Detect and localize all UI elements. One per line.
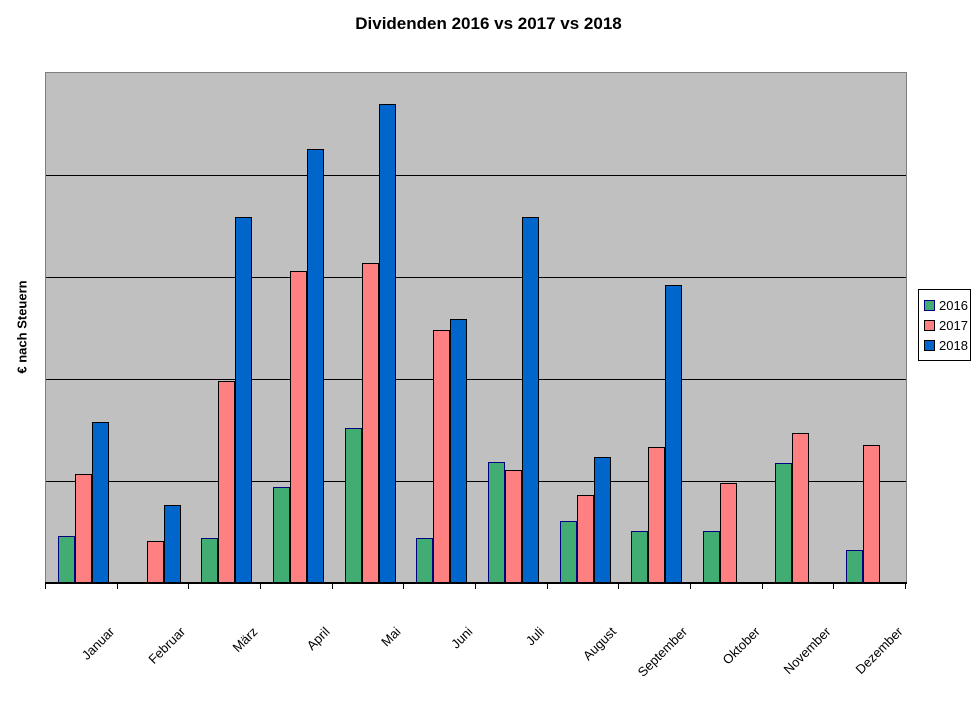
bar-2016-dezember xyxy=(846,550,863,583)
bar-2018-mai xyxy=(379,104,396,583)
x-axis-tick xyxy=(618,583,619,589)
bar-2017-november xyxy=(792,433,809,583)
x-axis-tick xyxy=(833,583,834,589)
bar-2017-märz xyxy=(218,381,235,583)
gridline xyxy=(46,481,906,482)
legend-item-2017: 2017 xyxy=(924,315,968,335)
x-axis-tick xyxy=(260,583,261,589)
bar-2017-oktober xyxy=(720,483,737,583)
x-axis-tick xyxy=(332,583,333,589)
legend: 2016 2017 2018 xyxy=(918,289,971,361)
x-axis-tick xyxy=(690,583,691,589)
legend-item-2016: 2016 xyxy=(924,295,968,315)
bar-2016-juli xyxy=(488,462,505,583)
legend-label: 2017 xyxy=(939,317,968,333)
x-axis-tick xyxy=(475,583,476,589)
bar-2018-september xyxy=(665,285,682,583)
bar-2017-februar xyxy=(147,541,164,583)
bar-2018-märz xyxy=(235,217,252,583)
x-axis-label-juli: Juli xyxy=(523,624,548,649)
bar-2016-oktober xyxy=(703,531,720,583)
x-axis-label-oktober: Oktober xyxy=(719,624,763,668)
bar-2017-mai xyxy=(362,263,379,583)
legend-item-2018: 2018 xyxy=(924,335,968,355)
bar-2016-april xyxy=(273,487,290,583)
x-axis-tick xyxy=(547,583,548,589)
bar-2016-august xyxy=(560,521,577,583)
y-axis-label: € nach Steuern xyxy=(14,280,30,374)
bar-2016-september xyxy=(631,531,648,583)
x-axis-label-november: November xyxy=(780,624,834,678)
x-axis-label-september: September xyxy=(635,624,691,680)
x-axis-label-januar: Januar xyxy=(78,624,118,663)
chart-title: Dividenden 2016 vs 2017 vs 2018 xyxy=(355,14,622,33)
x-axis-label-mai: Mai xyxy=(378,624,404,650)
legend-label: 2016 xyxy=(939,297,968,313)
x-axis-label-märz: März xyxy=(229,624,261,656)
x-axis-label-dezember: Dezember xyxy=(852,624,906,678)
legend-swatch-icon xyxy=(924,319,935,331)
bar-2017-januar xyxy=(75,474,92,583)
gridline xyxy=(46,379,906,380)
bar-2016-januar xyxy=(58,536,75,583)
bar-2017-juni xyxy=(433,330,450,583)
bar-2018-august xyxy=(594,457,611,583)
bar-2016-mai xyxy=(345,428,362,583)
gridline xyxy=(46,175,906,176)
plot-area xyxy=(45,72,907,584)
x-axis-label-april: April xyxy=(303,624,333,654)
x-axis-label-juni: Juni xyxy=(448,624,476,652)
bar-2017-dezember xyxy=(863,445,880,583)
bar-2018-april xyxy=(307,149,324,583)
gridline xyxy=(46,277,906,278)
bar-2017-april xyxy=(290,271,307,583)
x-axis-tick xyxy=(188,583,189,589)
bar-2016-juni xyxy=(416,538,433,583)
bar-2018-januar xyxy=(92,422,109,583)
bar-2016-märz xyxy=(201,538,218,583)
bar-2017-august xyxy=(577,495,594,583)
x-axis-line xyxy=(45,582,907,584)
x-axis-label-august: August xyxy=(579,624,619,664)
legend-swatch-icon xyxy=(924,299,935,311)
x-axis-label-februar: Februar xyxy=(145,624,189,667)
bar-2017-juli xyxy=(505,470,522,583)
bar-2017-september xyxy=(648,447,665,583)
x-axis-tick xyxy=(762,583,763,589)
x-axis-tick xyxy=(403,583,404,589)
bar-2016-november xyxy=(775,463,792,583)
legend-label: 2018 xyxy=(939,337,968,353)
legend-swatch-icon xyxy=(924,339,935,351)
x-axis-tick xyxy=(117,583,118,589)
bar-2018-februar xyxy=(164,505,181,583)
bar-2018-juni xyxy=(450,319,467,583)
x-axis-tick xyxy=(45,583,46,589)
x-axis-tick xyxy=(905,583,906,589)
bar-2018-juli xyxy=(522,217,539,583)
